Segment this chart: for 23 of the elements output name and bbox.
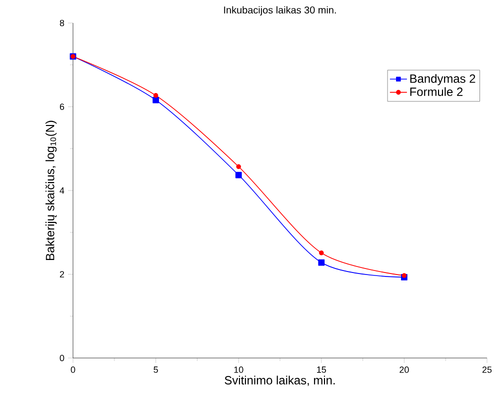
y-axis-title: Bakterijų skaičius, log$_{10}$(N) xyxy=(45,120,57,260)
legend-label: Formule 2 xyxy=(410,87,463,96)
point xyxy=(235,172,242,178)
point xyxy=(236,164,241,170)
y-tick-label: 8 xyxy=(60,20,64,26)
y-tick-label: 6 xyxy=(60,104,64,110)
x-axis-title: Svitinimo laikas, min. xyxy=(224,376,335,386)
point xyxy=(153,93,158,98)
point xyxy=(319,250,324,256)
chart-title: Inkubacijos laikas 30 min. xyxy=(224,6,336,16)
x-tick-label: 0 xyxy=(70,366,76,373)
point xyxy=(318,259,325,266)
point xyxy=(152,96,159,104)
y-tick-label: 2 xyxy=(60,271,64,278)
x-tick-label: 15 xyxy=(317,366,326,373)
x-tick-label: 10 xyxy=(234,366,244,373)
x-tick-label: 25 xyxy=(482,366,492,373)
y-tick-label: 4 xyxy=(60,187,64,194)
y-tick-label: 0 xyxy=(60,354,64,362)
x-tick-label: 20 xyxy=(400,366,409,373)
legend-label: Bandymas 2 xyxy=(410,74,476,86)
point xyxy=(402,273,407,278)
x-tick-label: 5 xyxy=(154,366,158,373)
